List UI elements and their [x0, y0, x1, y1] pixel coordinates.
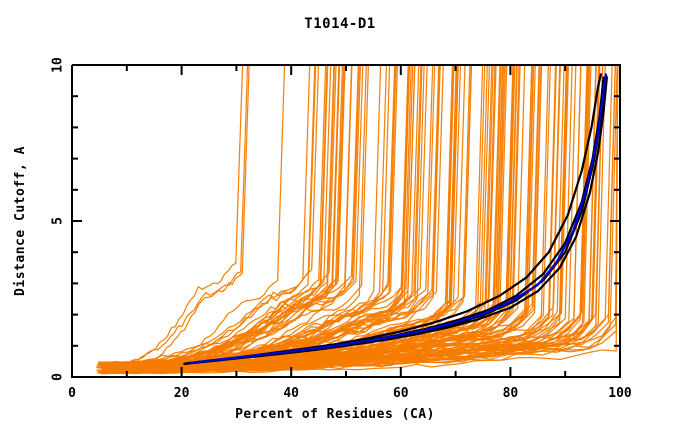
y-tick-label: 5 — [51, 217, 66, 225]
x-tick-label: 80 — [503, 386, 519, 401]
x-tick-label: 20 — [174, 386, 190, 401]
y-tick-label: 10 — [51, 57, 66, 73]
x-tick-label: 0 — [68, 386, 76, 401]
y-axis-title: Distance Cutoff, A — [13, 146, 28, 296]
x-tick-label: 40 — [283, 386, 299, 401]
series-layer — [96, 65, 619, 375]
series-blue-1 — [188, 73, 607, 365]
y-tick-label: 0 — [51, 373, 66, 381]
x-tick-label: 60 — [393, 386, 409, 401]
axis-ticks — [71, 64, 621, 378]
x-axis-title: Percent of Residues (CA) — [235, 407, 435, 422]
axis-tick-labels: 0 20 40 60 80 100 0 5 10 — [51, 57, 632, 401]
page-title: T1014-D1 — [304, 16, 376, 32]
x-tick-label: 100 — [608, 386, 632, 401]
